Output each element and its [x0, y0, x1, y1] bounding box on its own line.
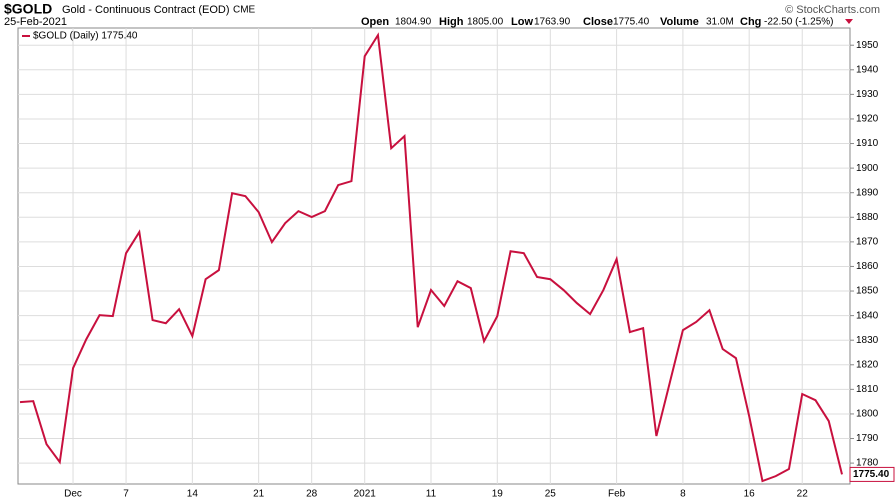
y-tick-label: 1830 [856, 335, 879, 346]
y-tick-label: 1840 [856, 310, 879, 321]
y-tick-label: 1940 [856, 64, 879, 75]
stat-value: 31.0M [706, 17, 734, 28]
stat-label: Open [361, 16, 389, 28]
x-tick-label: 7 [123, 489, 129, 500]
x-tick-label: 22 [797, 489, 809, 500]
symbol: $GOLD [4, 1, 52, 17]
y-tick-label: 1790 [856, 433, 879, 444]
y-tick-label: 1880 [856, 212, 879, 223]
x-tick-label: 16 [744, 489, 756, 500]
last-price-label: 1775.40 [853, 469, 890, 480]
y-tick-label: 1780 [856, 458, 879, 469]
stat-label: Low [511, 16, 533, 28]
stat-value: 1805.00 [467, 17, 504, 28]
y-tick-label: 1920 [856, 114, 879, 125]
y-tick-label: 1890 [856, 187, 879, 198]
y-tick-label: 1950 [856, 40, 879, 51]
stat-value: 1804.90 [395, 17, 432, 28]
stat-label: High [439, 16, 464, 28]
x-tick-label: 2021 [354, 489, 377, 500]
stat-value: -22.50 (-1.25%) [764, 17, 833, 28]
plot-frame [17, 27, 851, 485]
stat-label: Chg [740, 16, 761, 28]
exchange: CME [233, 5, 256, 16]
x-tick-label: 11 [426, 489, 437, 500]
instrument-name: Gold - Continuous Contract (EOD) [62, 4, 230, 16]
y-tick-label: 1930 [856, 89, 879, 100]
x-tick-label: Feb [608, 489, 626, 500]
stat-value: 1763.90 [534, 17, 571, 28]
y-tick-label: 1820 [856, 359, 879, 370]
stat-value: 1775.40 [613, 17, 650, 28]
x-tick-label: 19 [492, 489, 504, 500]
x-tick-label: 25 [545, 489, 557, 500]
price-line [19, 32, 843, 483]
stat-label: Volume [660, 16, 699, 28]
stat-label: Close [583, 16, 613, 28]
x-tick-label: 8 [680, 489, 686, 500]
legend-label: $GOLD (Daily) 1775.40 [33, 31, 138, 42]
credit: © StockCharts.com [785, 4, 880, 16]
y-tick-label: 1810 [856, 384, 879, 395]
y-tick-label: 1900 [856, 163, 879, 174]
last-price-tag [849, 466, 895, 482]
x-tick-label: Dec [64, 489, 82, 500]
date: 25-Feb-2021 [4, 16, 67, 28]
x-tick-label: 28 [306, 489, 318, 500]
down-arrow [845, 19, 853, 24]
y-tick-label: 1860 [856, 261, 879, 272]
y-tick-label: 1910 [856, 138, 879, 149]
y-tick-label: 1800 [856, 409, 879, 420]
x-tick-label: 14 [187, 489, 199, 500]
x-tick-label: 21 [253, 489, 265, 500]
y-tick-label: 1870 [856, 237, 879, 248]
y-tick-label: 1850 [856, 286, 879, 297]
